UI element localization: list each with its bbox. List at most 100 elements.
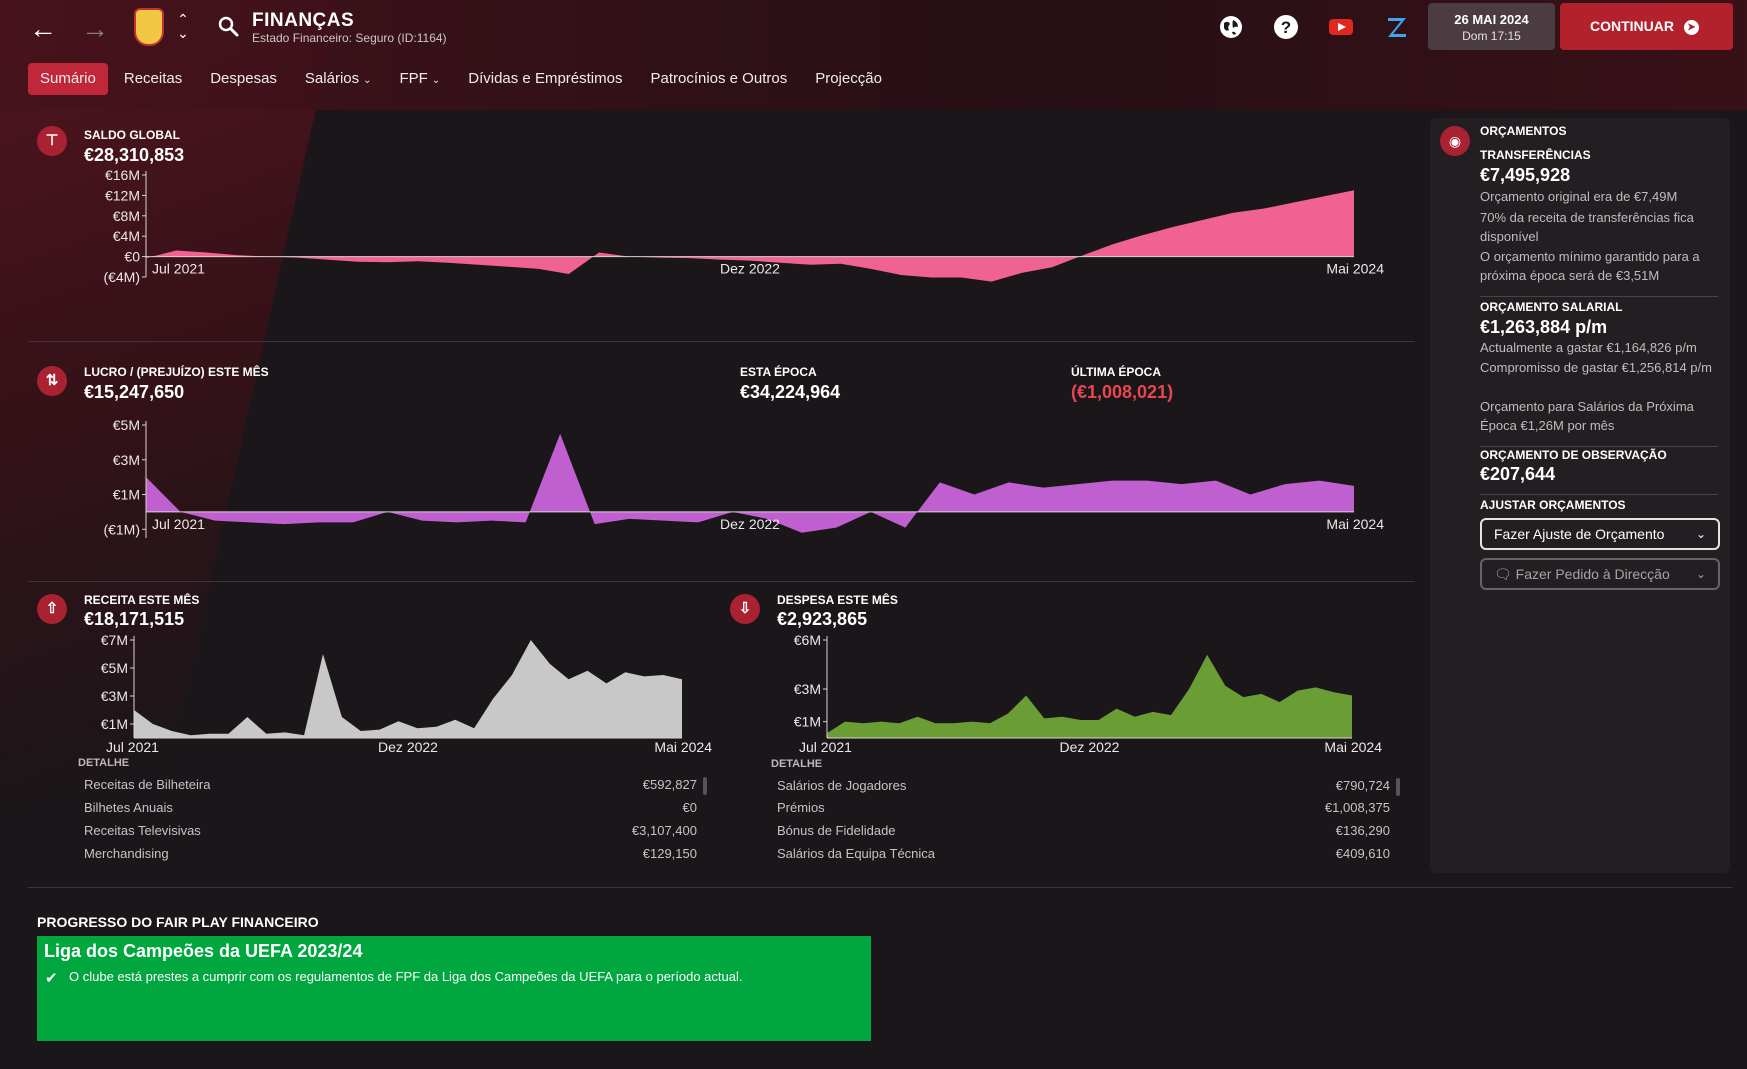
continue-arrow-icon: ➤ xyxy=(1684,19,1699,35)
transfers-value: €7,495,928 xyxy=(1480,165,1571,185)
youtube-icon[interactable] xyxy=(1328,14,1354,40)
list-item-value: €129,150 xyxy=(642,846,697,861)
continue-label: CONTINUAR xyxy=(1590,18,1674,34)
date-text: 26 MAI 2024 xyxy=(1454,12,1529,27)
budgets-title: ORÇAMENTOS xyxy=(1480,124,1567,138)
x-tick-label: Mai 2024 xyxy=(1326,261,1384,277)
time-text: Dom 17:15 xyxy=(1462,29,1521,43)
list-item: Salários de Jogadores xyxy=(777,778,907,793)
adjust-budget-button[interactable]: Fazer Ajuste de Orçamento ⌄ xyxy=(1480,518,1720,550)
check-icon: ✔ xyxy=(45,970,58,987)
last-season-value: (€1,008,021) xyxy=(1071,382,1174,402)
list-item-value: €409,610 xyxy=(1335,846,1390,861)
y-tick-label: (€4M) xyxy=(103,269,140,285)
despesa-scrollbar[interactable] xyxy=(1396,778,1400,796)
fpp-title: PROGRESSO DO FAIR PLAY FINANCEIRO xyxy=(37,914,319,930)
fpp-status-box: Liga dos Campeões da UEFA 2023/24 ✔ O cl… xyxy=(37,936,871,1041)
wage-current: Actualmente a gastar €1,164,826 p/m xyxy=(1480,340,1697,355)
list-item: Salários da Equipa Técnica xyxy=(777,846,936,861)
tab-sumario[interactable]: Sumário xyxy=(28,63,108,95)
list-item: Receitas Televisivas xyxy=(84,823,201,838)
x-tick-label: Mai 2024 xyxy=(654,739,712,752)
profit-loss-icon: ⇅ xyxy=(37,366,67,396)
income-arrow-up-icon: ⇧ xyxy=(37,594,67,624)
y-tick-label: €1M xyxy=(113,487,140,503)
receita-series-area xyxy=(134,640,682,738)
y-tick-label: €8M xyxy=(113,208,140,224)
list-item-value: €136,290 xyxy=(1335,823,1390,838)
receita-label: RECEITA ESTE MÊS xyxy=(84,593,200,607)
tab-despesas[interactable]: Despesas xyxy=(210,70,277,87)
budgets-panel: ◉ ORÇAMENTOS TRANSFERÊNCIAS €7,495,928 O… xyxy=(1430,118,1730,873)
expense-arrow-down-icon: ⇩ xyxy=(730,594,760,624)
saldo-value: €28,310,853 xyxy=(84,145,185,165)
x-tick-label: Jul 2021 xyxy=(106,739,159,752)
x-tick-label: Dez 2022 xyxy=(378,739,438,752)
y-tick-label: €7M xyxy=(101,632,128,648)
back-arrow-icon[interactable]: ← xyxy=(29,13,57,44)
receita-value: €18,171,515 xyxy=(84,609,185,629)
lucro-label: LUCRO / (PREJUÍZO) ESTE MÊS xyxy=(84,365,269,379)
despesa-series-area xyxy=(827,654,1352,738)
list-item-value: €592,827 xyxy=(642,777,697,792)
page-subtitle: Estado Financeiro: Seguro (ID:1164) xyxy=(252,31,447,45)
saldo-label: SALDO GLOBAL xyxy=(84,128,180,142)
date-display[interactable]: 26 MAI 2024 Dom 17:15 xyxy=(1428,3,1555,50)
transfers-minimum-note: O orçamento mínimo garantido para a próx… xyxy=(1480,249,1700,283)
help-icon[interactable]: ? xyxy=(1273,14,1299,40)
tab-projeccao[interactable]: Projecção xyxy=(815,70,882,87)
list-item: Bónus de Fidelidade xyxy=(777,823,896,838)
season-label: ESTA ÉPOCA xyxy=(740,365,817,379)
y-tick-label: €5M xyxy=(113,417,140,433)
budget-divider xyxy=(1480,296,1718,297)
adjust-label: AJUSTAR ORÇAMENTOS xyxy=(1480,498,1626,512)
tab-patrocinios[interactable]: Patrocínios e Outros xyxy=(650,70,788,87)
transfers-label: TRANSFERÊNCIAS xyxy=(1480,148,1591,162)
y-tick-label: €1M xyxy=(101,716,128,732)
y-tick-label: €3M xyxy=(101,688,128,704)
y-tick-label: €3M xyxy=(113,452,140,468)
search-icon[interactable] xyxy=(216,14,240,38)
list-item: Prémios xyxy=(777,800,825,815)
z-logo-icon[interactable] xyxy=(1384,14,1410,40)
tab-fpf[interactable]: FPF ⌄ xyxy=(399,70,441,87)
wage-commitment: Compromisso de gastar €1,256,814 p/m xyxy=(1480,360,1712,375)
x-tick-label: Jul 2021 xyxy=(152,516,205,532)
wage-next-season: Orçamento para Salários da Próxima Época… xyxy=(1480,399,1694,433)
despesa-detail-label: DETALHE xyxy=(771,758,823,770)
scouting-label: ORÇAMENTO DE OBSERVAÇÃO xyxy=(1480,448,1667,462)
globe-icon[interactable] xyxy=(1218,14,1244,40)
receita-chart: €7M €5M €3M €1M Jul 2021 Dez 2022 Mai 2024 xyxy=(101,632,712,752)
chevron-down-icon: ⌄ xyxy=(1695,567,1706,581)
club-crest[interactable] xyxy=(134,8,164,46)
despesa-value: €2,923,865 xyxy=(777,609,868,629)
y-tick-label: €1M xyxy=(794,714,821,730)
y-tick-label: €12M xyxy=(105,187,140,203)
balance-icon: ⊤ xyxy=(37,126,67,156)
budget-divider xyxy=(1480,446,1718,447)
section-divider xyxy=(28,887,1732,888)
receita-scrollbar[interactable] xyxy=(703,777,707,795)
forward-arrow-icon[interactable]: → xyxy=(81,13,109,44)
season-value: €34,224,964 xyxy=(740,382,841,402)
list-item-value: €1,008,375 xyxy=(1324,800,1390,815)
chevron-down-icon: ⌄ xyxy=(431,75,441,86)
finance-tabs: Sumário Receitas Despesas Salários ⌄ FPF ⌄… xyxy=(28,63,898,95)
request-board-button[interactable]: 🗨 Fazer Pedido à Direcção ⌄ xyxy=(1480,558,1720,590)
lucro-value: €15,247,650 xyxy=(84,382,185,402)
y-tick-label: €4M xyxy=(113,228,140,244)
x-tick-label: Jul 2021 xyxy=(799,739,852,752)
lucro-series-area xyxy=(146,433,1354,533)
list-item-value: €0 xyxy=(682,800,697,815)
last-season-label: ÚLTIMA ÉPOCA xyxy=(1071,365,1161,379)
list-item-value: €790,724 xyxy=(1335,778,1390,793)
tab-dividas[interactable]: Dívidas e Empréstimos xyxy=(468,70,623,87)
tab-salarios[interactable]: Salários ⌄ xyxy=(304,70,372,87)
continue-button[interactable]: CONTINUAR ➤ xyxy=(1560,3,1733,50)
tab-receitas[interactable]: Receitas xyxy=(123,70,183,87)
club-switcher-icon[interactable]: ⌃ ⌄ xyxy=(177,11,189,41)
y-tick-label: €16M xyxy=(105,167,140,183)
fpp-text: O clube está prestes a cumprir com os re… xyxy=(69,969,743,984)
wage-label: ORÇAMENTO SALARIAL xyxy=(1480,300,1623,314)
section-divider xyxy=(28,341,1415,342)
